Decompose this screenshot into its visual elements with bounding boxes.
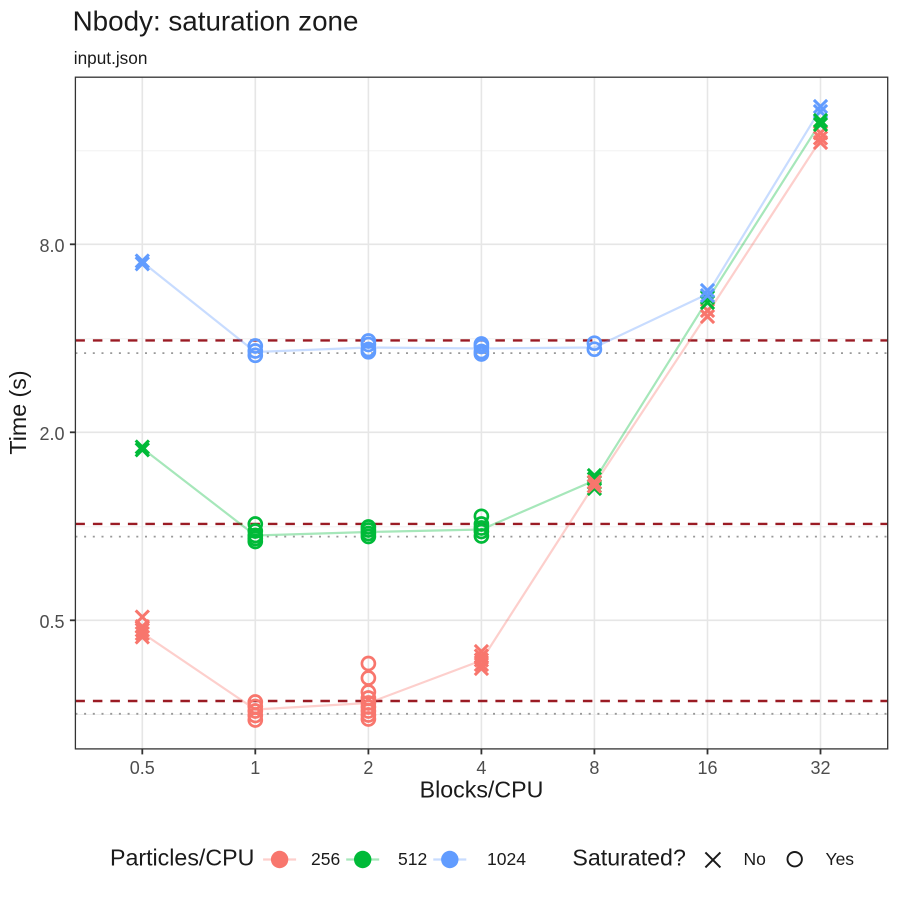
svg-text:16: 16 (697, 758, 717, 778)
svg-text:1024: 1024 (487, 849, 526, 869)
svg-text:Saturated?: Saturated? (572, 845, 686, 871)
svg-text:Nbody: saturation zone: Nbody: saturation zone (73, 6, 359, 37)
svg-text:2: 2 (363, 758, 373, 778)
svg-text:8: 8 (589, 758, 599, 778)
svg-text:256: 256 (311, 849, 340, 869)
svg-text:8.0: 8.0 (39, 236, 64, 256)
svg-text:Particles/CPU: Particles/CPU (110, 845, 254, 871)
svg-text:0.5: 0.5 (39, 612, 64, 632)
svg-text:Blocks/CPU: Blocks/CPU (420, 777, 544, 803)
svg-text:Time (s): Time (s) (5, 370, 31, 454)
svg-text:32: 32 (810, 758, 830, 778)
svg-text:2.0: 2.0 (39, 424, 64, 444)
svg-text:0.5: 0.5 (130, 758, 155, 778)
svg-text:4: 4 (476, 758, 486, 778)
svg-text:Yes: Yes (826, 849, 855, 869)
svg-text:input.json: input.json (74, 48, 148, 68)
svg-text:No: No (744, 849, 766, 869)
svg-text:1: 1 (250, 758, 260, 778)
svg-text:512: 512 (398, 849, 427, 869)
